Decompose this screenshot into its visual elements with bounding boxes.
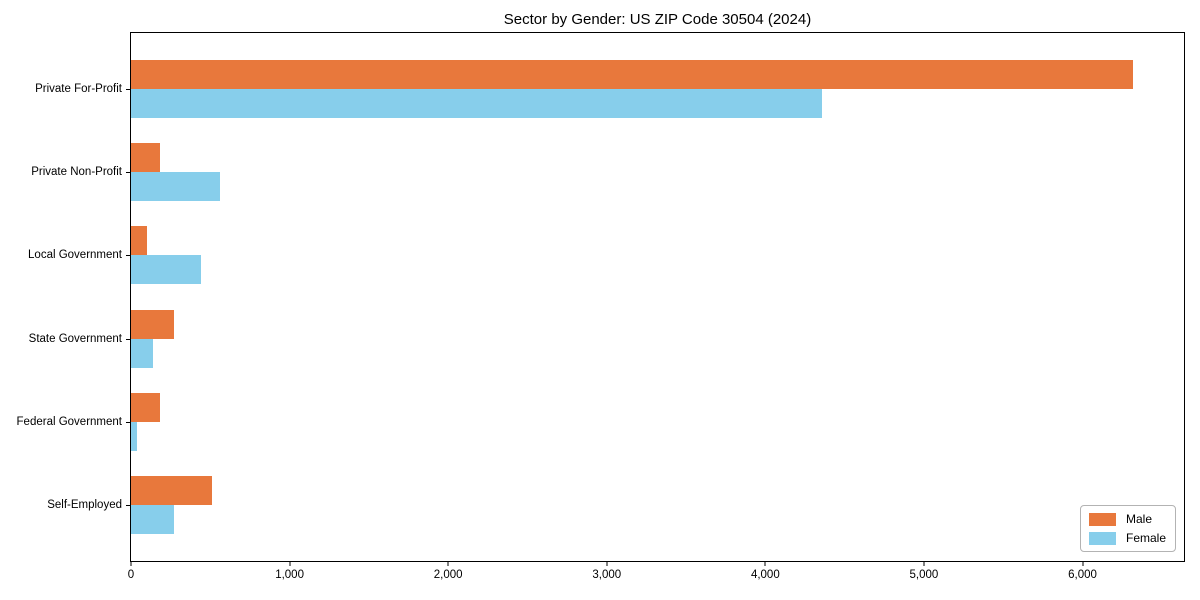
x-tick-label: 0 bbox=[127, 569, 135, 581]
x-tick-mark bbox=[764, 561, 766, 566]
bar-female-0 bbox=[131, 89, 823, 119]
bar-female-1 bbox=[131, 172, 220, 202]
male-swatch bbox=[1088, 512, 1116, 526]
chart-title: Sector by Gender: US ZIP Code 30504 (202… bbox=[503, 11, 812, 28]
x-tick-label: 6,000 bbox=[1068, 569, 1097, 581]
legend-label-male: Male bbox=[1125, 512, 1152, 526]
x-tick-label: 4,000 bbox=[750, 569, 780, 581]
y-tick-label: Private Non-Profit bbox=[31, 166, 122, 179]
bar-female-4 bbox=[131, 421, 137, 451]
bar-male-4 bbox=[131, 392, 161, 422]
bar-male-1 bbox=[131, 143, 160, 173]
legend-entry-male: Male bbox=[1088, 512, 1166, 526]
x-tick-label: 5,000 bbox=[909, 569, 939, 581]
bar-male-0 bbox=[131, 60, 1134, 90]
bar-male-5 bbox=[131, 475, 212, 505]
x-tick-label: 1,000 bbox=[275, 569, 304, 581]
y-tick-label: Local Government bbox=[28, 249, 122, 262]
y-tick-mark bbox=[126, 172, 131, 174]
x-tick-label: 2,000 bbox=[433, 569, 463, 581]
x-tick-mark bbox=[923, 561, 925, 566]
y-tick-mark bbox=[126, 504, 131, 506]
y-tick-label: Self-Employed bbox=[47, 498, 122, 511]
x-tick-mark bbox=[289, 561, 291, 566]
x-tick-mark bbox=[606, 561, 608, 566]
legend-label-female: Female bbox=[1125, 531, 1166, 545]
y-tick-label: State Government bbox=[28, 332, 122, 345]
bar-female-5 bbox=[131, 504, 174, 534]
legend-entry-female: Female bbox=[1088, 531, 1166, 545]
plot-area: Private For-Profit Private Non-Profit Loca… bbox=[17, 32, 1185, 581]
legend: Male Female bbox=[1079, 505, 1176, 552]
x-tick-mark bbox=[130, 561, 132, 566]
y-tick-mark bbox=[126, 338, 131, 340]
y-tick-mark bbox=[126, 255, 131, 257]
bar-female-2 bbox=[131, 255, 201, 285]
female-swatch bbox=[1088, 531, 1116, 545]
x-tick-mark bbox=[1082, 561, 1083, 566]
y-tick-mark bbox=[126, 421, 131, 423]
y-tick-label: Federal Government bbox=[16, 415, 122, 428]
y-tick-mark bbox=[126, 89, 131, 91]
y-tick-label: Private For-Profit bbox=[35, 83, 122, 96]
bar-female-3 bbox=[131, 338, 154, 368]
bar-male-2 bbox=[131, 226, 147, 256]
x-tick-mark bbox=[447, 561, 449, 566]
x-tick-label: 3,000 bbox=[592, 569, 622, 581]
bar-male-3 bbox=[131, 309, 174, 339]
